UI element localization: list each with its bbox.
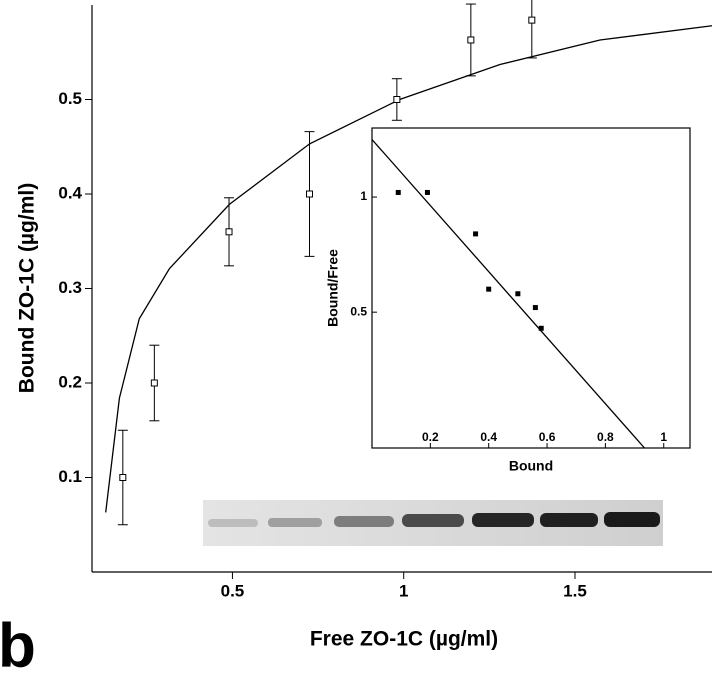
x-tick-label: 0.6 — [539, 430, 556, 444]
y-axis-label: Bound ZO-1C (µg/ml) — [16, 183, 39, 393]
y-tick-label: 0.4 — [58, 183, 82, 202]
x-tick-label: 0.8 — [597, 430, 614, 444]
x-tick-label: 0.2 — [422, 430, 439, 444]
fit-line — [371, 139, 645, 449]
x-tick-label: 0.4 — [480, 430, 497, 444]
data-point — [424, 189, 430, 195]
y-tick-label: 0.1 — [58, 467, 82, 486]
data-point — [150, 379, 158, 387]
data-point — [532, 305, 538, 311]
data-point — [528, 16, 536, 24]
gel-image — [203, 500, 663, 546]
y-tick-label: 0.5 — [350, 304, 367, 318]
panel-label: b — [0, 611, 36, 679]
data-point — [538, 325, 544, 331]
data-point — [395, 189, 401, 195]
y-tick-label: 1 — [360, 189, 367, 203]
data-point — [393, 96, 401, 103]
data-point — [473, 231, 479, 237]
y-tick-label: 0.2 — [58, 372, 82, 391]
y-tick-label: 0.5 — [58, 89, 82, 108]
x-tick-label: 1.5 — [563, 581, 587, 600]
inset-frame — [371, 127, 691, 449]
data-point — [486, 286, 492, 292]
data-point — [119, 474, 127, 481]
y-axis-label: Bound/Free — [325, 249, 341, 327]
x-tick-label: 1 — [660, 430, 667, 444]
data-point — [467, 36, 475, 44]
data-point — [515, 291, 521, 297]
x-tick-label: 0.5 — [221, 581, 245, 600]
data-point — [306, 190, 314, 198]
x-axis-label: Bound — [509, 458, 553, 474]
x-tick-label: 1 — [399, 581, 408, 600]
fit-line — [105, 25, 713, 513]
data-point — [225, 228, 233, 236]
x-axis-label: Free ZO-1C (µg/ml) — [310, 628, 498, 651]
y-tick-label: 0.3 — [58, 278, 82, 297]
